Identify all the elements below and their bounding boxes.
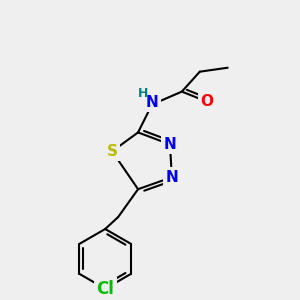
Text: Cl: Cl: [96, 280, 114, 298]
Text: N: N: [166, 170, 178, 185]
Text: H: H: [138, 87, 148, 100]
Text: S: S: [107, 144, 118, 159]
Text: N: N: [146, 95, 158, 110]
Text: O: O: [200, 94, 213, 109]
Text: N: N: [164, 137, 176, 152]
